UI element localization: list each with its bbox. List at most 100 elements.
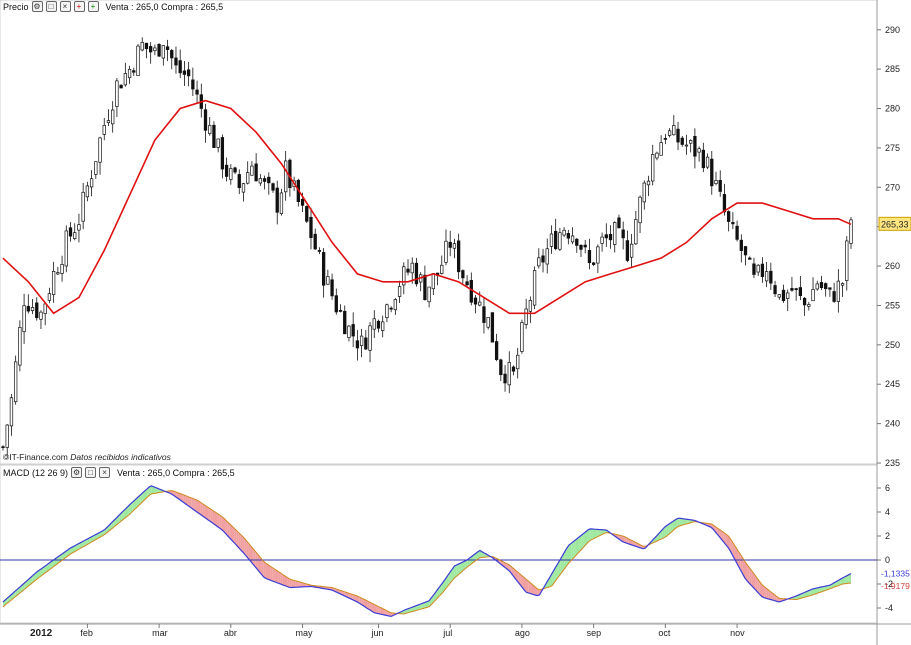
candle-body xyxy=(217,139,220,148)
candle-body xyxy=(770,271,773,283)
macd-y-tick-label: 4 xyxy=(885,507,890,517)
candle-body xyxy=(398,287,401,297)
candle-body xyxy=(563,230,566,235)
candle-body xyxy=(487,317,490,327)
candle-body xyxy=(23,306,26,332)
macd-histogram-band xyxy=(207,506,209,520)
macd-histogram-band xyxy=(204,505,206,519)
candle-body xyxy=(723,194,726,211)
macd-histogram-band xyxy=(592,529,594,539)
candle-body xyxy=(812,289,815,300)
candle-body xyxy=(2,447,5,448)
candle-body xyxy=(748,258,751,259)
x-tick-label: ago xyxy=(515,628,530,638)
candle-body xyxy=(432,274,435,289)
candle-body xyxy=(95,162,98,175)
wrench-icon[interactable]: ⚙ xyxy=(71,467,82,478)
candle-body xyxy=(137,46,140,76)
x-tick-label: feb xyxy=(80,628,93,638)
candle-body xyxy=(824,284,827,289)
candle-body xyxy=(259,178,262,183)
macd-histogram-band xyxy=(219,515,221,530)
candle-body xyxy=(225,165,228,176)
candle-body xyxy=(69,228,72,236)
candle-body xyxy=(580,245,583,249)
candle-body xyxy=(597,247,600,263)
macd-histogram-band xyxy=(279,572,281,584)
window-icon[interactable]: □ xyxy=(85,467,96,478)
candle-body xyxy=(377,321,380,328)
macd-histogram-band xyxy=(211,509,213,523)
candle-body xyxy=(272,184,275,191)
candle-body xyxy=(504,374,507,383)
zoom-out-icon[interactable]: + xyxy=(88,1,99,12)
close-icon[interactable]: × xyxy=(60,1,71,12)
candle-body xyxy=(529,300,532,311)
candle-body xyxy=(52,271,55,294)
macd-histogram-band xyxy=(573,540,575,558)
wrench-icon[interactable]: ⚙ xyxy=(32,1,43,12)
candle-body xyxy=(694,136,697,156)
candle-body xyxy=(685,145,688,146)
candle-body xyxy=(462,271,465,278)
candle-body xyxy=(162,46,165,58)
candle-body xyxy=(183,71,186,75)
candle-body xyxy=(318,250,321,251)
candle-body xyxy=(149,46,152,52)
candle-body xyxy=(44,304,47,314)
price-panel xyxy=(0,0,877,464)
window-icon[interactable]: □ xyxy=(46,1,57,12)
candle-body xyxy=(170,50,173,58)
macd-histogram-band xyxy=(217,513,219,528)
candle-body xyxy=(715,180,718,183)
candle-body xyxy=(668,131,671,136)
macd-histogram-band xyxy=(293,580,295,587)
price-y-tick-label: 275 xyxy=(885,143,900,153)
candle-body xyxy=(196,90,199,94)
candle-body xyxy=(457,241,460,272)
candle-body xyxy=(141,42,144,50)
candle-body xyxy=(656,153,659,158)
candle-body xyxy=(491,313,494,343)
macd-histogram-band xyxy=(200,502,202,516)
candle-body xyxy=(251,166,254,175)
zoom-in-icon[interactable]: + xyxy=(74,1,85,12)
candle-body xyxy=(27,306,30,311)
macd-histogram-band xyxy=(268,565,270,580)
macd-histogram-band xyxy=(289,579,291,588)
candle-body xyxy=(630,244,633,257)
candle-body xyxy=(639,197,642,223)
candle-body xyxy=(230,168,233,179)
price-panel-label: Precio xyxy=(3,2,29,12)
candle-body xyxy=(740,240,743,250)
macd-y-tick-label: 0 xyxy=(885,555,890,565)
candle-body xyxy=(618,218,621,228)
candle-body xyxy=(145,43,148,48)
macd-histogram-band xyxy=(681,519,683,526)
macd-y-tick-label: -4 xyxy=(885,603,893,613)
candle-body xyxy=(664,138,667,139)
candle-body xyxy=(57,273,60,274)
candle-body xyxy=(124,73,127,84)
candle-body xyxy=(369,326,372,351)
candle-body xyxy=(428,287,431,302)
candle-body xyxy=(622,230,625,238)
candle-body xyxy=(386,305,389,318)
macd-histogram-band xyxy=(272,568,274,582)
candle-body xyxy=(360,336,363,346)
candle-body xyxy=(6,425,9,447)
close-icon[interactable]: × xyxy=(99,467,110,478)
candle-body xyxy=(613,222,616,244)
macd-value-tag: -1,1335 xyxy=(881,569,910,579)
candle-body xyxy=(14,362,17,402)
candle-body xyxy=(765,272,768,281)
candle-body xyxy=(841,284,844,286)
macd-histogram-band xyxy=(264,561,266,578)
candle-body xyxy=(19,327,22,365)
candle-body xyxy=(280,193,283,214)
price-quote: Venta : 265,0 Compra : 265,5 xyxy=(106,2,224,12)
macd-histogram-band xyxy=(679,518,681,526)
candle-body xyxy=(111,110,114,124)
